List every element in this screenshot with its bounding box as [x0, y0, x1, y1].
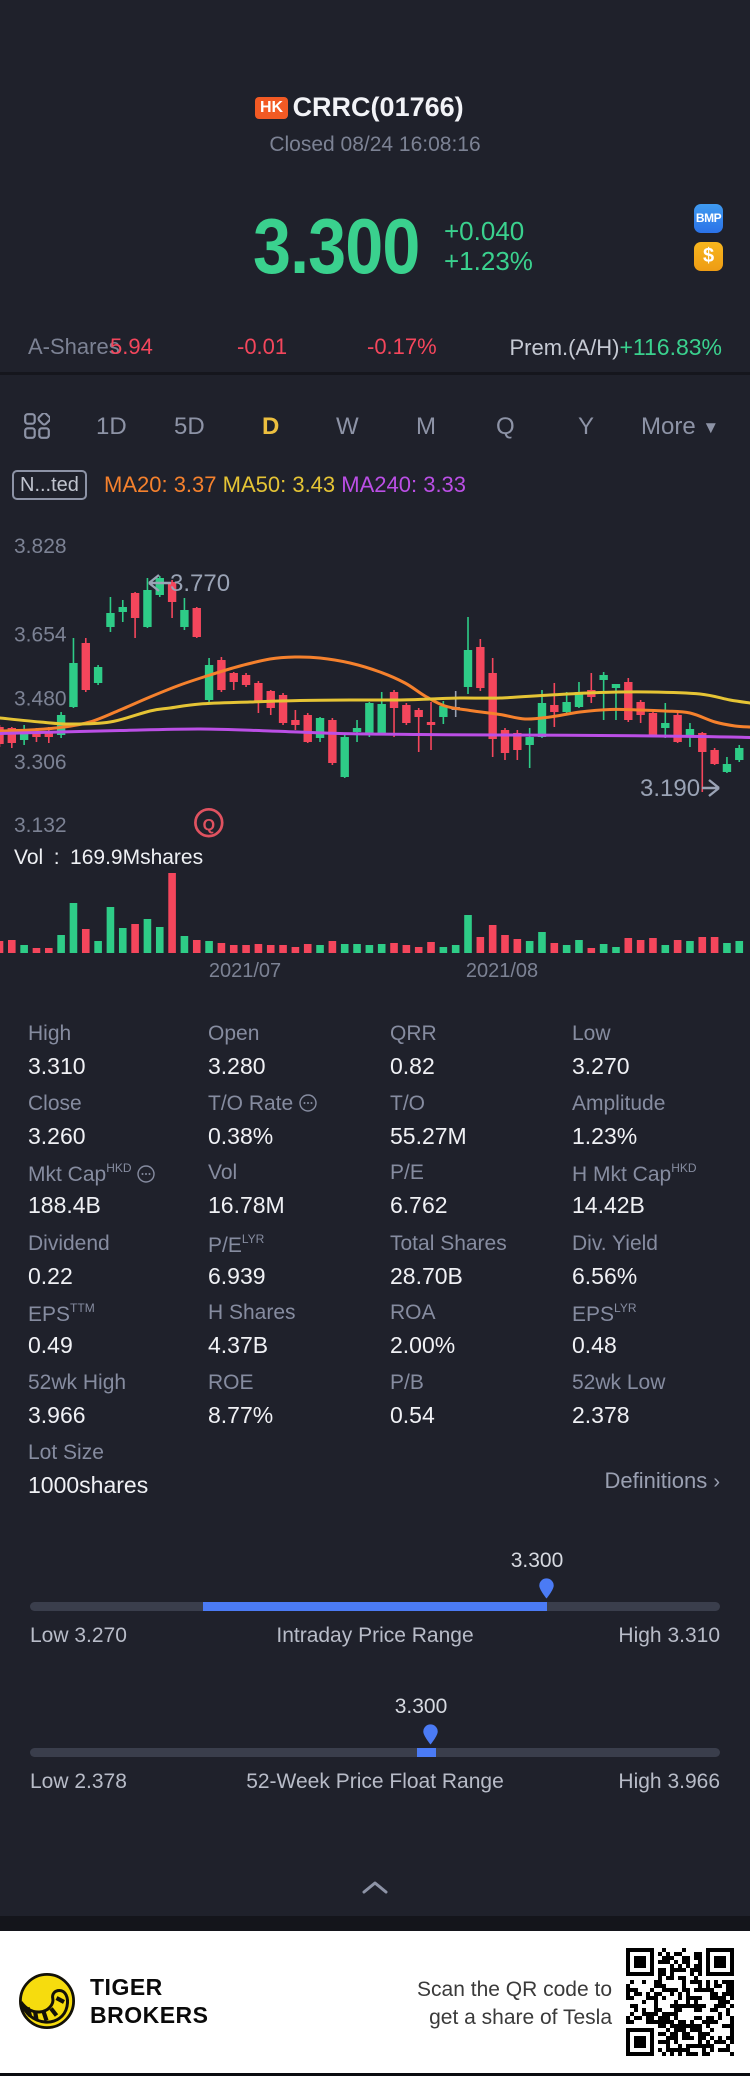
svg-text:3.480: 3.480	[14, 688, 67, 711]
svg-text:Q: Q	[203, 817, 215, 834]
svg-text:2021/07: 2021/07	[209, 960, 281, 982]
svg-text:3.132: 3.132	[14, 814, 67, 837]
svg-text:3.306: 3.306	[14, 751, 67, 774]
svg-text:Vol : 169.9Mshares: Vol : 169.9Mshares	[14, 846, 203, 869]
svg-text:3.828: 3.828	[14, 535, 67, 558]
svg-text:3.190: 3.190	[640, 775, 700, 802]
svg-text:2021/08: 2021/08	[466, 960, 538, 982]
svg-text:3.770: 3.770	[170, 570, 230, 597]
svg-text:3.654: 3.654	[14, 624, 67, 647]
